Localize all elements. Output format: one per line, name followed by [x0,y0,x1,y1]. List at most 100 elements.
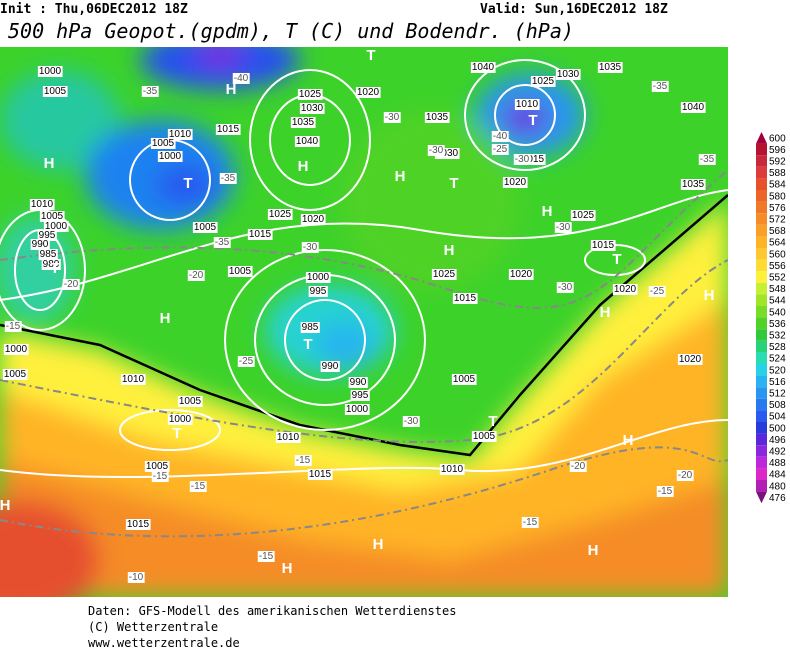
pressure-center: T [366,47,375,64]
temperature-label-box [301,242,319,253]
isobar-label-box [167,129,193,140]
isobar-label-box [247,229,273,240]
isobar-label-box [590,240,616,251]
colorbar-swatch [756,410,767,422]
colorbar-tick-label: 556 [769,261,786,272]
isobar-label: 1015 [217,124,240,135]
valid: Valid: Sun,16DEC2012 18Z [480,2,668,17]
isobar-label-box [37,66,63,77]
temperature-label-box [569,461,587,472]
temperature-label-box [491,144,509,155]
temperature-label-box [257,551,275,562]
isobar-label-box [320,361,340,372]
footer-line: Daten: GFS-Modell des amerikanischen Wet… [88,604,456,618]
pressure-center: T [488,413,497,430]
colorbar-swatch [756,224,767,237]
temperature-label: -40 [234,73,249,84]
isobar-label: 1035 [426,112,449,123]
isobar-label: 1005 [179,396,202,407]
temperature-label: -15 [259,551,274,562]
isobar-label: 985 [40,249,57,260]
colorbar-swatch [756,143,767,156]
temperature-label: -35 [700,154,715,165]
temperature-label: -15 [658,486,673,497]
temperature-label-box [556,282,574,293]
colorbar-tick-label: 576 [769,203,786,214]
colorbar-tick-label: 496 [769,435,786,446]
pressure-center: T [50,260,59,277]
isobar-label: 1035 [599,62,622,73]
temperature-label-box [521,517,539,528]
isobar-label-box [305,272,331,283]
temperature-label: -40 [493,131,508,142]
colorbar-swatch [756,480,767,492]
isobar-label-box [530,76,556,87]
isobar-label-box [267,209,293,220]
temperature-label: -15 [523,517,538,528]
temperature-label-box [656,486,674,497]
colorbar-swatch [756,155,767,167]
temperature-label-box [187,270,205,281]
isobar-label: 1020 [510,269,533,280]
isobar-label-box [299,103,325,114]
temperature-label: -30 [303,242,318,253]
colorbar-tick-label: 480 [769,481,786,492]
colorbar-tick-label: 548 [769,284,786,295]
isobar-label: 1005 [473,431,496,442]
temperature-label-box [151,471,169,482]
colorbar-tick-label: 568 [769,226,786,237]
isobar-label-box [508,269,534,280]
isobar-label-box [167,414,193,425]
colorbar-swatch [756,398,767,411]
isobar-label: 995 [39,230,56,241]
isobar-label: 1030 [557,69,580,80]
colorbar-swatch [756,201,767,214]
colorbar-swatch [756,282,767,295]
isobar-label: 1015 [592,240,615,251]
colorbar-tick-label: 560 [769,249,786,260]
isobar-label-box [424,112,450,123]
isobar-label: 1025 [269,209,292,220]
colorbar-swatch [756,340,767,353]
isobar-label-box [350,390,370,401]
temperature-label-box [427,145,445,156]
colorbar-tick-label: 508 [769,400,786,411]
pressure-center: H [623,432,634,449]
isobar-label: 1025 [433,269,456,280]
pressure-center: H [160,310,171,327]
temperature-label: -10 [129,572,144,583]
isobar-label: 1005 [4,369,27,380]
temperature-label-box [383,112,401,123]
colorbar-swatch [756,178,767,190]
temperature-label: -15 [191,481,206,492]
isobar-label-box [677,354,703,365]
isobar-label-box [38,249,58,260]
isobar-label: 1005 [41,211,64,222]
isobar-label: 1040 [472,62,495,73]
colorbar-tick-label: 484 [769,470,786,481]
colorbar-tick-label: 532 [769,331,786,342]
isobar-label: 1000 [307,272,330,283]
temperature-label: -30 [404,416,419,427]
colorbar-tick-label: 580 [769,191,786,202]
isobar-label: 1025 [299,89,322,100]
isobar-label: 1010 [169,129,192,140]
temperature-label-box [651,81,669,92]
temperature-label-box [219,173,237,184]
isobar-label: 1020 [302,214,325,225]
isobar-label: 1015 [522,154,545,165]
isobar-label: 1015 [309,469,332,480]
temperature-label: -35 [215,237,230,248]
temperature-label: -25 [650,286,665,297]
pressure-center: H [588,542,599,559]
isobar-label-box [177,396,203,407]
temperature-label-box [62,279,80,290]
temperature-label: -15 [296,455,311,466]
isobar-label: 990 [32,239,49,250]
pressure-center: H [704,287,715,304]
isobar-label: 1000 [5,344,28,355]
temperature-label: -20 [571,461,586,472]
colorbar-tick-label: 504 [769,412,786,423]
isobar-label-box [555,69,581,80]
isobar-label: 1035 [682,179,705,190]
